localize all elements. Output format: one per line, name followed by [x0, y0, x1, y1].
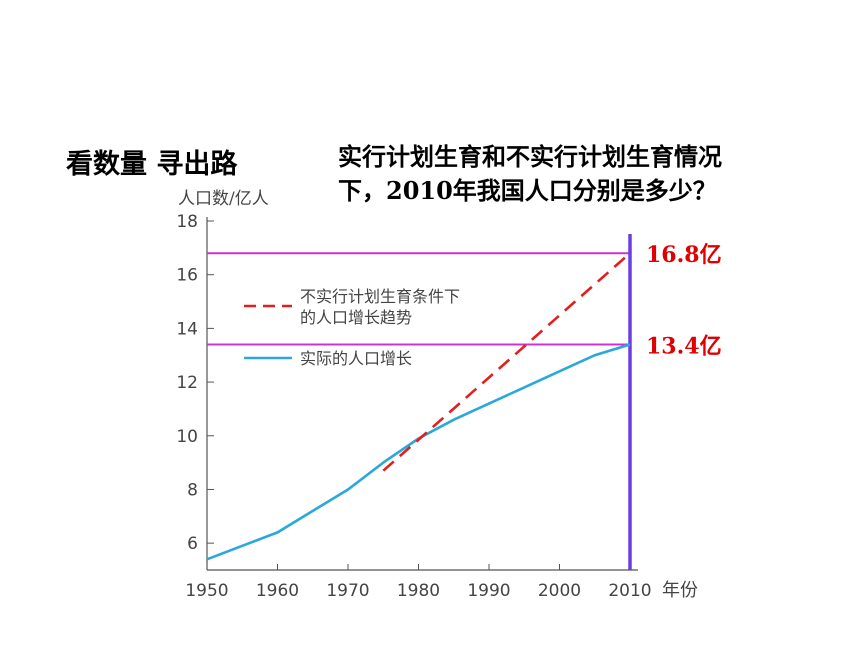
question-line-2: 下，2010年我国人口分别是多少？ [338, 176, 717, 205]
x-tick-label: 1970 [326, 581, 369, 601]
legend-trend-label: 不实行计划生育条件下 [300, 287, 460, 306]
callout-label: 13.4亿 [646, 333, 722, 359]
y-tick-label: 16 [176, 266, 198, 286]
legend-trend-label: 的人口增长趋势 [300, 308, 412, 327]
legend-actual-label: 实际的人口增长 [300, 349, 412, 368]
question-text: 实行计划生育和不实行计划生育情况 下，2010年我国人口分别是多少？ [338, 140, 838, 208]
y-tick-label: 14 [176, 319, 198, 339]
y-tick-label: 18 [176, 212, 198, 232]
x-tick-label: 1950 [185, 581, 228, 601]
x-tick-label: 1980 [397, 581, 440, 601]
callouts: 16.8亿 13.4亿 [646, 242, 722, 359]
axes: 6 8 10 12 14 16 18 1950 1960 1970 1980 1990 2000 2010 [176, 212, 651, 601]
x-tick-label: 2010 [608, 581, 651, 601]
series-actual-line [206, 343, 631, 561]
x-tick-label: 2000 [538, 581, 581, 601]
y-axis-label: 人口数/亿人 [178, 189, 269, 209]
y-tick-label: 10 [176, 427, 198, 447]
reference-lines [207, 234, 632, 570]
series-trend-line [382, 252, 631, 472]
callout-label: 16.8亿 [646, 242, 722, 268]
series-layer [206, 252, 631, 561]
x-tick-label: 1960 [256, 581, 299, 601]
question-line-1: 实行计划生育和不实行计划生育情况 [338, 142, 722, 171]
x-axis-unit: 年份 [662, 580, 698, 601]
y-tick-label: 12 [176, 373, 198, 393]
heading: 看数量 寻出路 [66, 149, 238, 180]
y-tick-label: 6 [187, 534, 198, 554]
x-tick-label: 1990 [467, 581, 510, 601]
y-tick-label: 8 [187, 480, 198, 500]
